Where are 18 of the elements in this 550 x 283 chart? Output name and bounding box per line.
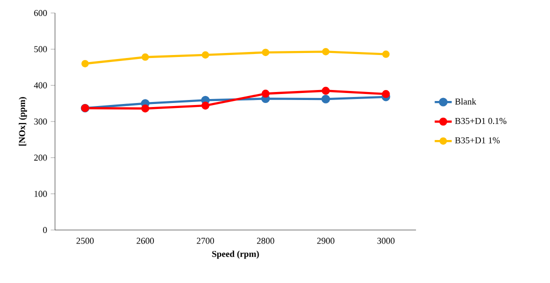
x-tick-label: 2800 (257, 238, 274, 244)
legend-label: B35+D1 1% (455, 137, 500, 144)
y-axis-title: [NOx] (ppm) (18, 97, 27, 146)
y-tick-label: 100 (34, 190, 47, 197)
y-tick-label: 600 (34, 10, 47, 16)
y-tick-label: 400 (34, 82, 47, 88)
legend-label: B35+D1 0.1% (455, 118, 506, 124)
y-tick-label: 200 (34, 154, 47, 161)
x-tick-label: 2900 (317, 238, 334, 244)
x-tick-label: 2600 (136, 238, 154, 244)
legend-label: Blank (455, 98, 476, 105)
y-tick-label: 0 (43, 226, 47, 234)
y-tick-label: 300 (34, 118, 47, 125)
y-tick-label: 500 (34, 46, 47, 52)
x-axis-title: Speed (rpm) (212, 250, 259, 259)
x-tick-label: 2700 (196, 238, 214, 244)
x-tick-label: 2500 (76, 238, 94, 244)
x-tick-label: 3000 (377, 238, 395, 244)
